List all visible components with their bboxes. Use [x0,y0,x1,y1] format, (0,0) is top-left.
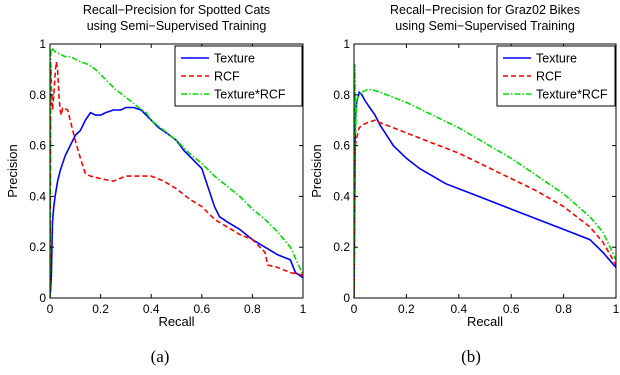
y-tick-label: 1 [39,37,46,51]
figure-caption: (b) [461,347,481,366]
x-axis-label: Recall [467,314,503,329]
chart-subtitle: using Semi−Supervised Training [395,19,575,33]
y-tick-label: 0.2 [29,240,46,254]
x-tick-label: 0.6 [193,302,210,316]
series-line-texture-rcf [50,47,303,298]
axes-box [49,43,304,299]
series-line-texture-rcf [354,64,616,298]
legend: Texture RCF Texture*RCF [174,45,303,107]
series-line-rcf [50,61,303,298]
chart-subtitle: using Semi−Supervised Training [87,19,267,33]
y-tick-label: 0.2 [333,240,350,254]
y-tick-label: 0.6 [29,139,46,153]
legend-entry: RCF [536,70,562,84]
x-tick-label: 1 [300,302,307,316]
chart-spotted-cats: Recall−Precision for Spotted Cats using S… [5,3,307,366]
x-tick-label: 0.2 [92,302,109,316]
x-tick-label: 0 [351,302,358,316]
legend-entry: Texture*RCF [536,88,608,102]
legend-entry: Texture [214,52,255,66]
y-tick-label: 0.8 [29,88,46,102]
legend-entry: Texture [536,52,577,66]
chart-title: Recall−Precision for Graz02 Bikes [390,3,580,17]
y-tick-label: 0.8 [333,88,350,102]
y-tick-label: 0.4 [29,189,46,203]
x-tick-label: 0.6 [503,302,520,316]
axes-box [353,43,617,299]
legend-entry: RCF [214,70,240,84]
x-tick-label: 0.2 [398,302,415,316]
x-tick-label: 0 [47,302,54,316]
legend-box [496,45,616,107]
legend-entry: Texture*RCF [214,88,286,102]
figure-caption: (a) [151,347,170,366]
y-axis-label: Precision [309,144,324,197]
y-tick-label: 1 [343,37,350,51]
chart-title: Recall−Precision for Spotted Cats [83,3,270,17]
legend: Texture RCF Texture*RCF [496,45,616,107]
y-tick-label: 0 [343,291,350,305]
chart-graz02-bikes: Recall−Precision for Graz02 Bikes using S… [309,3,620,366]
x-tick-label: 0.4 [143,302,160,316]
y-tick-label: 0.6 [333,139,350,153]
x-tick-label: 1 [613,302,620,316]
series-line-rcf [354,119,616,298]
series-line-texture [354,90,616,298]
x-tick-label: 0.4 [450,302,467,316]
x-tick-label: 0.8 [244,302,261,316]
x-axis-label: Recall [158,314,194,329]
y-tick-label: 0 [39,291,46,305]
x-tick-label: 0.8 [555,302,572,316]
series-line-texture [50,106,303,298]
legend-box [174,45,303,107]
y-tick-label: 0.4 [333,189,350,203]
y-axis-label: Precision [5,144,20,197]
